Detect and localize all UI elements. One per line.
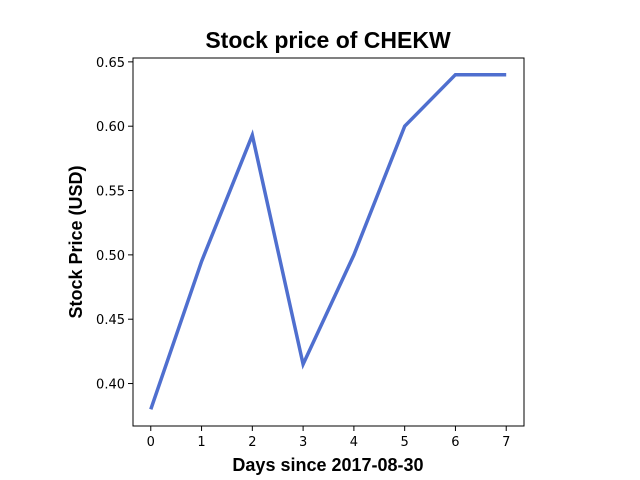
x-tick-label: 0 [147,435,155,450]
y-axis-label: Stock Price (USD) [66,165,86,318]
plot-area-frame [132,57,525,427]
y-tick-label: 0.55 [96,185,125,200]
x-tick-label: 1 [197,435,205,450]
x-tick-label: 5 [401,435,409,450]
y-tick-label: 0.60 [96,120,125,135]
x-tick-label: 3 [299,435,307,450]
chart-title: Stock price of CHEKW [205,27,451,53]
y-tick-label: 0.50 [96,249,125,264]
y-tick-label: 0.65 [96,56,125,71]
x-tick-label: 2 [248,435,256,450]
x-tick-label: 4 [350,435,358,450]
y-tick-label: 0.45 [96,313,125,328]
x-tick-label: 6 [451,435,459,450]
x-tick-label: 7 [502,435,510,450]
series-line [149,72,507,410]
x-axis-label: Days since 2017-08-30 [232,455,423,475]
series-group [149,72,507,410]
x-axis-ticks: 0 1 2 3 4 5 6 7 [147,426,510,450]
y-axis-ticks: 0.40 0.45 0.50 0.55 0.60 0.65 [96,56,133,393]
y-tick-label: 0.40 [96,378,125,393]
